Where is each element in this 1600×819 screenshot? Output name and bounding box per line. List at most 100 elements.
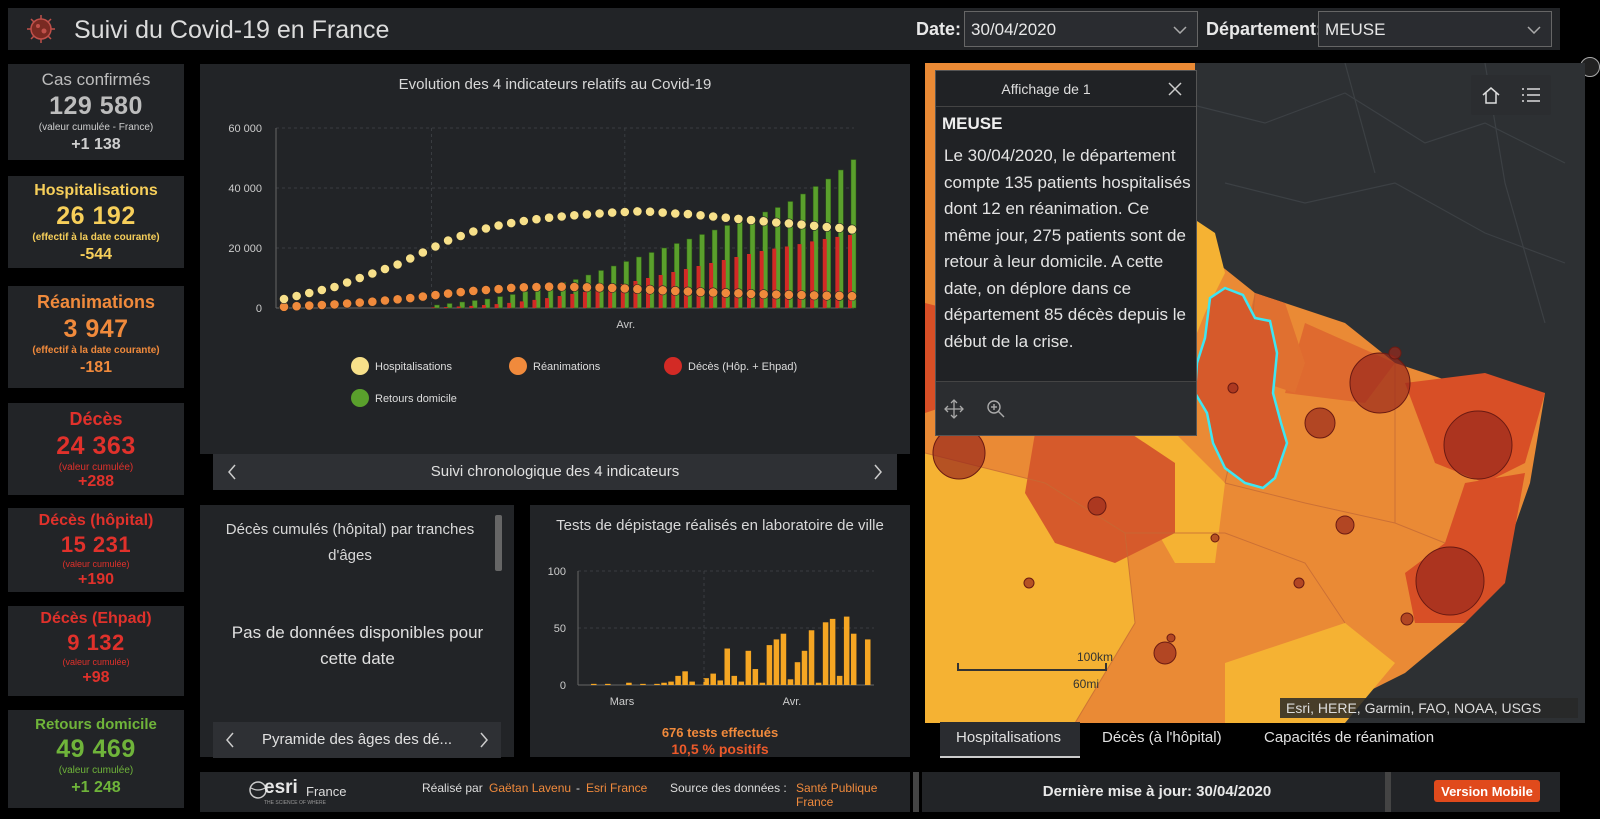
bar-deces [481,305,486,308]
list-icon[interactable] [1521,85,1541,105]
point-hospitalisations [329,282,340,292]
bar-deces [494,304,499,308]
close-icon[interactable] [1168,82,1182,96]
popup-department: MEUSE [942,114,1003,133]
move-icon[interactable] [944,399,964,419]
previous-arrow-icon[interactable] [225,732,235,748]
bar-deces [797,244,802,308]
point-reanimations [531,282,542,292]
point-hospitalisations [582,209,592,220]
bar-retours-domicile [459,301,465,309]
mobile-version-button[interactable]: Version Mobile [1434,780,1540,802]
bar-deces [848,234,852,308]
point-reanimations [783,289,794,300]
age-panel-empty-text: Pas de données disponibles pour cette da… [231,623,484,668]
tab-capacites-reanimation[interactable]: Capacités de réanimation [1264,729,1435,746]
point-hospitalisations [481,223,491,234]
legend-label: Retours domicile [375,393,457,405]
bar-tests [759,682,766,685]
card-label: Retours domicile [35,716,157,733]
tab-deces-hopital[interactable]: Décès (à l'hôpital) [1102,729,1222,746]
bar-tests [836,675,843,685]
point-hospitalisations [758,216,769,227]
card-sub: (effectif à la date courante) [32,345,160,356]
point-reanimations [619,283,630,294]
point-hospitalisations [632,206,643,217]
card-label: Hospitalisations [34,182,158,199]
department-label: Département: [1206,19,1323,39]
point-reanimations [632,284,643,294]
age-panel: Décès cumulés (hôpital) par tranches d'â… [200,505,514,757]
point-reanimations [380,295,390,306]
department-select[interactable]: MEUSE [1318,11,1552,47]
card-deces: Décès 24 363 (valeur cumulée) +288 [8,403,184,495]
point-hospitalisations [304,288,315,298]
bar-tests [591,683,597,685]
card-label: Cas confirmés [41,70,151,89]
home-icon[interactable] [1481,85,1501,105]
bar-deces [507,302,512,308]
chevron-down-icon [1527,26,1541,34]
company-link[interactable]: Esri France [586,781,648,795]
card-delta: +1 138 [71,136,121,153]
date-select[interactable]: 30/04/2020 [964,11,1198,47]
card-label: Décès (hôpital) [38,512,154,529]
credit-separator: - [576,781,580,795]
card-deces-hopital: Décès (hôpital) 15 231 (valeur cumulée) … [8,508,184,592]
zoom-in-icon[interactable] [986,399,1006,419]
bar-retours-domicile [573,279,579,309]
esri-logo-text: esri [264,777,298,798]
point-reanimations [329,299,340,310]
point-hospitalisations [809,220,820,231]
bar-tests [822,622,829,685]
bar-deces [696,266,701,308]
card-value: 15 231 [60,532,132,557]
point-reanimations [342,298,353,309]
tab-hospitalisations-label[interactable]: Hospitalisations [956,729,1062,746]
author-link[interactable]: Gaëtan Lavenu [489,781,572,795]
card-label: Décès [69,409,123,429]
card-sub: (valeur cumulée) [62,559,130,569]
bar-deces [532,299,537,308]
legend-marker [351,357,369,375]
bar-deces [595,289,600,308]
card-value: 129 580 [49,92,143,120]
bar-tests [829,618,836,685]
popup-header-title: Affichage de 1 [1001,81,1091,97]
point-hospitalisations [455,231,466,241]
point-reanimations [746,288,756,299]
point-hospitalisations [291,291,302,301]
bar-tests [780,633,787,685]
esri-globe-icon [249,781,267,799]
bar-retours-domicile [434,304,440,309]
bar-tests [640,683,646,685]
card-delta: +288 [77,473,115,490]
card-label: Décès (Ehpad) [40,610,152,627]
point-hospitalisations [468,226,479,237]
bar-tests [675,675,681,685]
tab-hospitalisations[interactable] [940,722,1080,758]
bar-tests [787,679,794,685]
card-value: 9 132 [67,630,125,655]
footer-divider [913,772,919,812]
scrollbar[interactable] [495,515,502,571]
source-link[interactable]: Santé Publique France [796,781,878,809]
card-cas-confirmes: Cas confirmés 129 580 (valeur cumulée - … [8,64,184,160]
previous-arrow-icon[interactable] [227,464,237,480]
point-hospitalisations [783,218,794,229]
point-hospitalisations [683,209,693,219]
bar-tests [626,682,632,685]
date-label: Date: [916,19,962,39]
point-hospitalisations [443,235,453,246]
main-chart-panel: Evolution des 4 indicateurs relatifs au … [200,64,910,454]
point-reanimations [544,281,554,292]
next-arrow-icon[interactable] [873,464,883,480]
bar-tests [794,662,801,685]
point-reanimations [455,287,466,297]
bar-deces [620,284,625,308]
next-arrow-icon[interactable] [479,732,489,748]
main-chart-nav: Suivi chronologique des 4 indicateurs [213,454,897,490]
legend-marker [351,389,369,407]
bar-tests [738,681,745,685]
card-deces-ehpad: Décès (Ehpad) 9 132 (valeur cumulée) +98 [8,606,184,696]
